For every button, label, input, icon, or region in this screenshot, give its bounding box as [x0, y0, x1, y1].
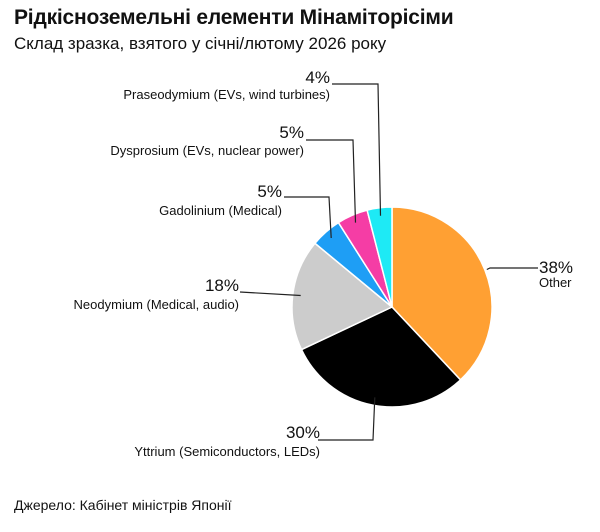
- slice-percent-yttrium: 30%: [286, 423, 320, 442]
- slice-label-neodymium: Neodymium (Medical, audio): [74, 297, 239, 312]
- slice-label-other: Other: [539, 275, 572, 290]
- pie-slice-praseodymium: [366, 206, 393, 308]
- leader-line-praseodymium: [332, 83, 382, 216]
- slice-percent-dysprosium: 5%: [279, 123, 304, 142]
- slice-percent-other: 38%: [539, 258, 573, 277]
- source-note: Джерело: Кабінет міністрів Японії: [14, 497, 232, 513]
- slice-label-dysprosium: Dysprosium (EVs, nuclear power): [110, 143, 304, 158]
- leader-line-yttrium: [318, 397, 376, 441]
- leader-line-dysprosium: [306, 139, 357, 223]
- slice-label-yttrium: Yttrium (Semiconductors, LEDs): [134, 444, 320, 459]
- slice-percent-gadolinium: 5%: [257, 182, 282, 201]
- leader-line-neodymium: [239, 291, 301, 297]
- chart-title: Рідкісноземельні елементи Мінаміторісіми: [14, 6, 454, 29]
- slice-label-praseodymium: Praseodymium (EVs, wind turbines): [123, 87, 330, 102]
- chart-subtitle: Склад зразка, взятого у січні/лютому 202…: [14, 34, 387, 53]
- leader-line-other: [486, 267, 538, 271]
- pie-slices: [291, 206, 493, 408]
- slice-label-gadolinium: Gadolinium (Medical): [159, 203, 282, 218]
- pie-slice-other: [391, 206, 493, 381]
- pie-slice-yttrium: [300, 306, 462, 408]
- slice-percent-neodymium: 18%: [205, 276, 239, 295]
- pie-labels: 38%Other 30% Yttrium (Semiconductors, LEDs…: [74, 68, 573, 459]
- leader-line-gadolinium: [284, 196, 332, 239]
- slice-percent-praseodymium: 4%: [305, 68, 330, 87]
